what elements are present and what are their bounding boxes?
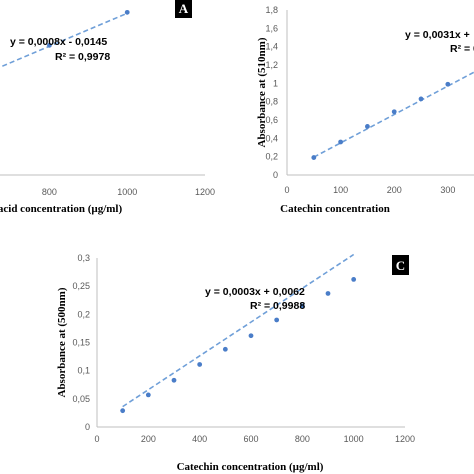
chart-3-data-point [299, 303, 305, 309]
chart-3-y-tick-label: 0,15 [72, 338, 90, 348]
chart-3-data-point [274, 317, 280, 323]
chart-2-trendline [313, 71, 474, 158]
chart-3-data-point [351, 277, 357, 282]
chart-3-y-tick-label: 0,2 [77, 309, 90, 319]
chart-1-x-tick-label: 800 [42, 187, 57, 197]
chart-2-y-tick-label: 1,6 [265, 23, 278, 33]
chart-3-y-tick-label: 0 [85, 422, 90, 432]
chart-1-panel-label: A [179, 1, 189, 16]
chart-3-r-squared: R² = 0,9988 [250, 300, 305, 312]
chart-3-equation: y = 0,0003x + 0,0062 [205, 286, 305, 298]
chart-2-x-tick-label: 300 [440, 185, 455, 195]
chart-2-equation: y = 0,0031x + [405, 29, 470, 41]
chart-3-data-point [120, 408, 126, 414]
chart-3-data-point [248, 333, 254, 339]
chart-3-panel-label: C [396, 258, 405, 273]
chart-2-y-tick-label: 0,4 [265, 133, 278, 143]
chart-2-data-point [445, 81, 451, 87]
chart-2-data-point [391, 109, 397, 115]
chart-2-y-tick-label: 1,2 [265, 60, 278, 70]
chart-1-x-tick-label: 1200 [195, 187, 215, 197]
chart-3-x-tick-label: 200 [141, 434, 156, 444]
chart-2-data-point [418, 96, 424, 102]
chart-3-y-tick-label: 0,1 [77, 366, 90, 376]
chart-1-data-point [124, 9, 130, 15]
chart-3-y-axis-label: Absorbance at (500nm) [56, 287, 68, 397]
chart-2-x-axis-label: Catechin concentration [280, 203, 390, 215]
chart-3-x-tick-label: 600 [243, 434, 258, 444]
chart-2-y-tick-label: 0,8 [265, 97, 278, 107]
chart-2-data-point [338, 139, 344, 145]
chart-1-trendline [0, 12, 128, 69]
chart-3-y-tick-label: 0,3 [77, 253, 90, 263]
chart-1-r-squared: R² = 0,9978 [55, 51, 110, 63]
chart-2-data-point [311, 155, 317, 160]
chart-1-x-tick-label: 1000 [117, 187, 137, 197]
chart-2-y-tick-label: 1,8 [265, 5, 278, 15]
chart-3-x-tick-label: 400 [192, 434, 207, 444]
chart-2-y-tick-label: 0,6 [265, 115, 278, 125]
chart-2-y-axis-label: Absorbance at (510nm) [256, 37, 268, 147]
chart-3-data-point [325, 291, 331, 296]
chart-3-data-point [145, 392, 151, 398]
chart-3-x-axis-label: Catechin concentration (µg/ml) [177, 461, 324, 473]
chart-3-y-tick-label: 0,25 [72, 281, 90, 291]
chart-1-panel-tag-box [175, 0, 192, 18]
chart-2-x-tick-label: 100 [333, 185, 348, 195]
chart-2-x-tick-label: 200 [387, 185, 402, 195]
chart-3-data-point [171, 377, 177, 383]
chart-2-y-tick-label: 1,4 [265, 42, 278, 52]
chart-1-data-point [47, 42, 52, 48]
chart-2-data-point [365, 124, 370, 129]
chart-3-data-point [197, 362, 203, 367]
chart-3-x-tick-label: 0 [94, 434, 99, 444]
chart-3-x-tick-label: 800 [295, 434, 310, 444]
chart-2-r-squared: R² = 0,99 [450, 43, 474, 55]
chart-3-trendline [122, 253, 355, 408]
chart-2-y-tick-label: 0,2 [265, 152, 278, 162]
chart-3-x-tick-label: 1200 [395, 434, 415, 444]
chart-3-x-tick-label: 1000 [344, 434, 364, 444]
chart-3-data-point [222, 346, 228, 352]
chart-2-x-tick-label: 0 [284, 185, 289, 195]
chart-1-x-axis-label: acid concentration (µg/ml) [0, 203, 122, 215]
chart-2-y-tick-label: 0 [273, 170, 278, 180]
chart-3-panel-tag-box [392, 255, 409, 275]
chart-1-equation: y = 0,0008x - 0,0145 [10, 36, 107, 48]
chart-2-y-tick-label: 1 [273, 78, 278, 88]
chart-3-y-tick-label: 0,05 [72, 394, 90, 404]
